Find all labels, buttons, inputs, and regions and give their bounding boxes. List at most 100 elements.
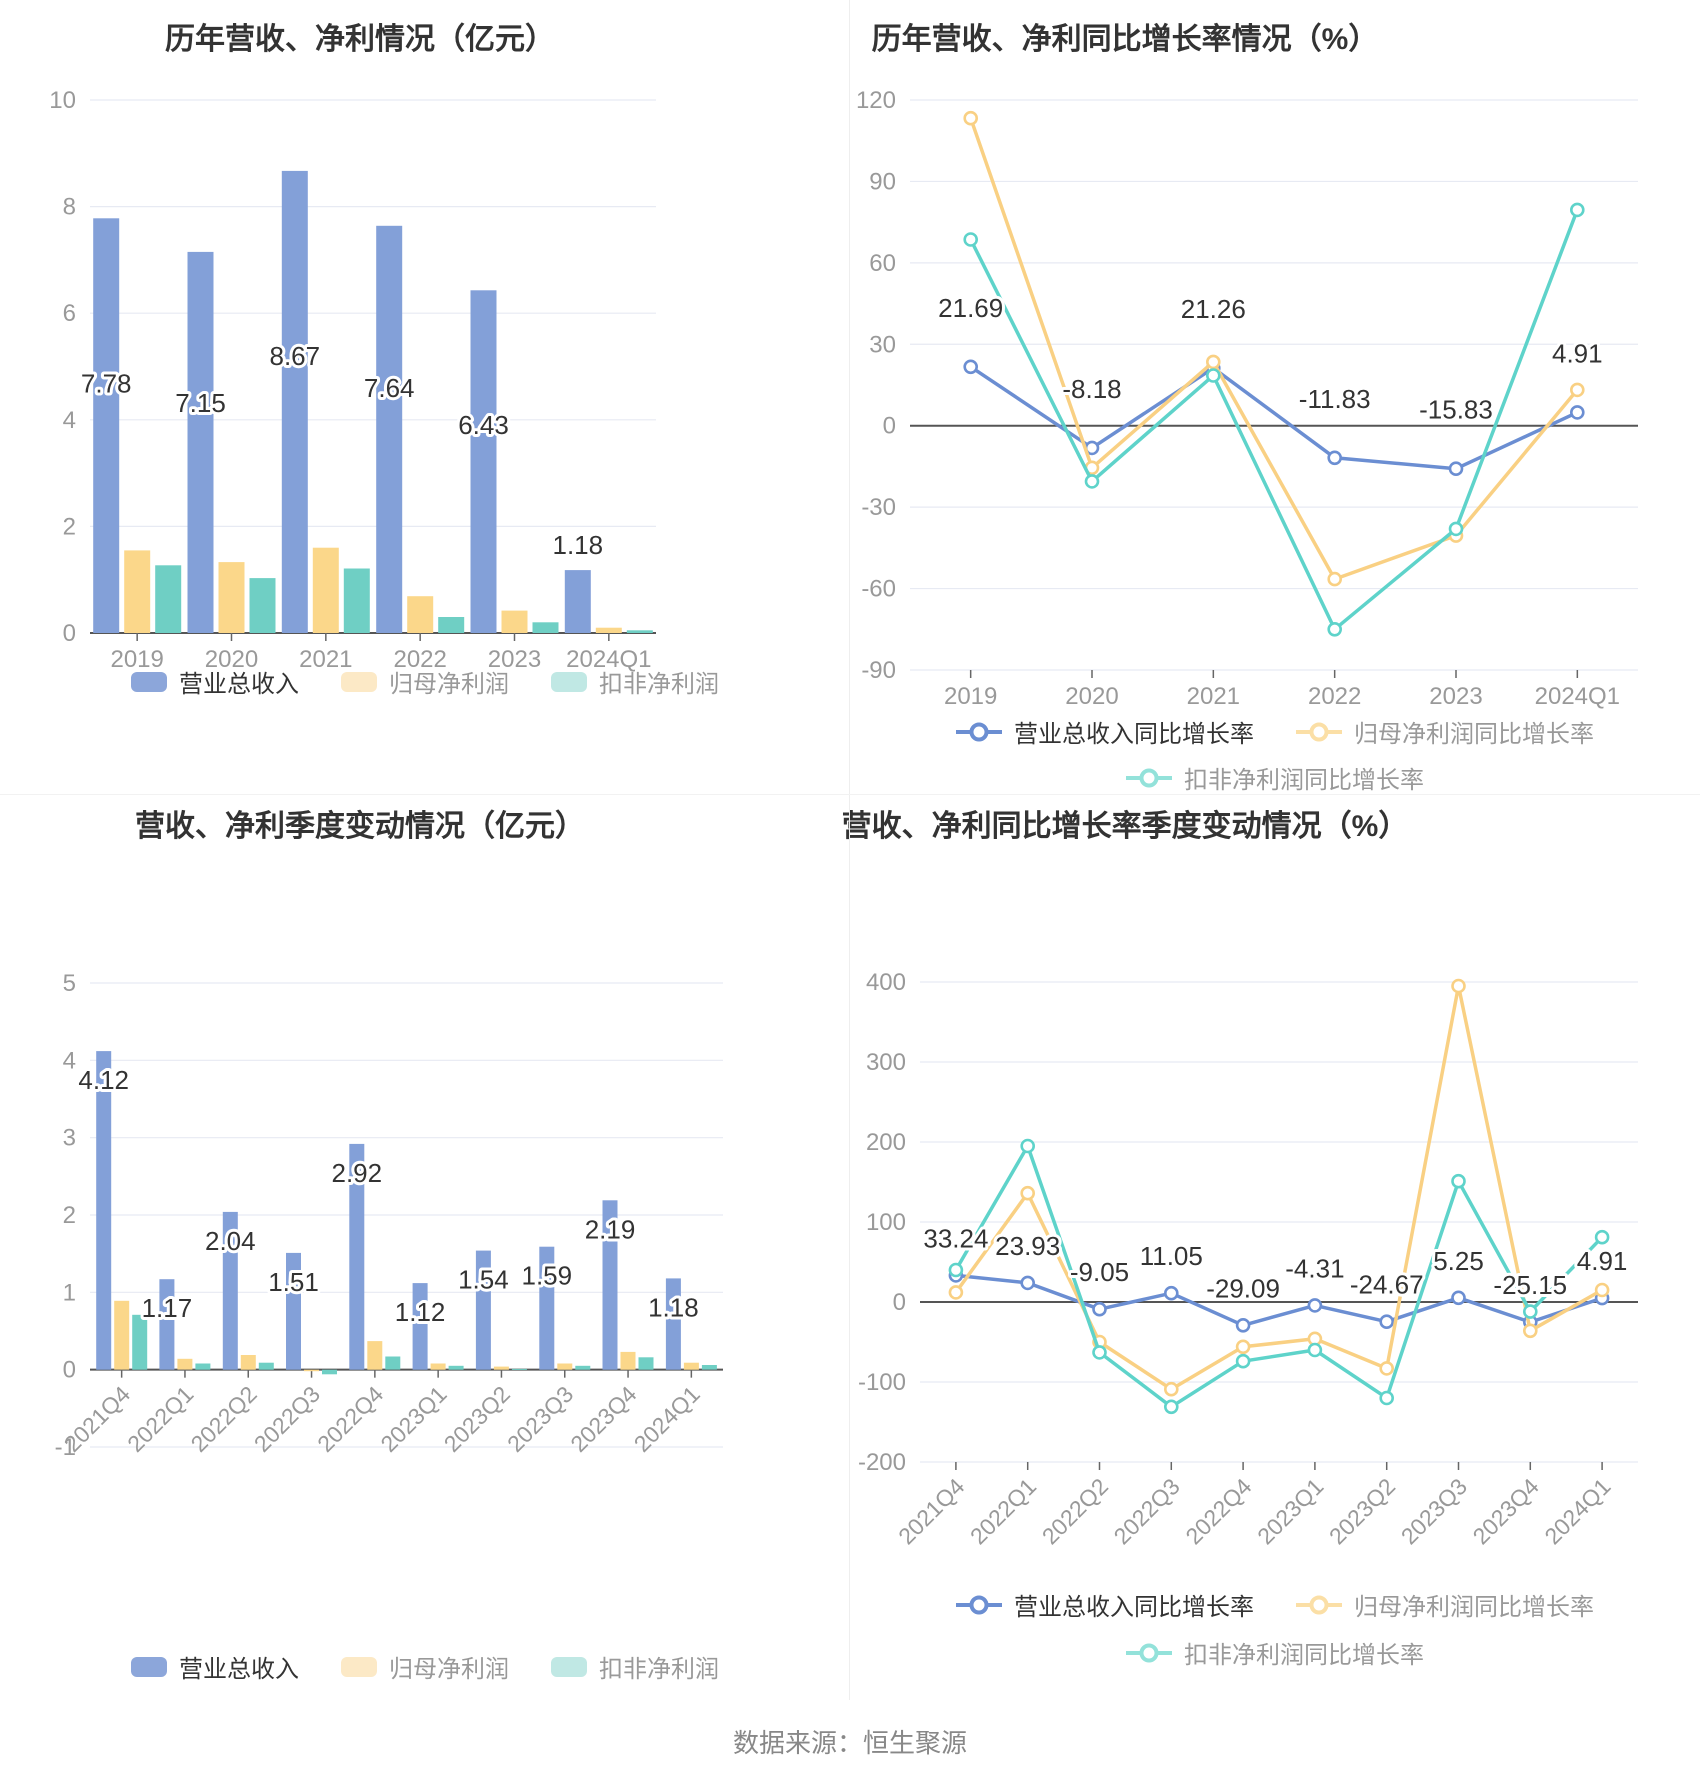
svg-text:2023Q1: 2023Q1 [375,1381,451,1457]
svg-text:2022Q4: 2022Q4 [312,1381,388,1457]
line-series-1[interactable] [963,110,1585,587]
svg-text:2021: 2021 [1187,683,1240,710]
svg-text:7.78: 7.78 [81,369,132,399]
svg-text:1: 1 [63,1279,76,1306]
data-labels: 4.12 1.17 2.04 1.51 2.92 1.12 1.54 1.59 2.19 1.18 [75,1062,701,1330]
svg-text:30: 30 [869,331,896,358]
svg-text:2023Q2: 2023Q2 [1324,1473,1400,1549]
quarterly-growth-chart: 营收、净利同比增长率季度变动情况（%） -200 -100 0 100 200 300 40… [842,795,1700,1700]
data-labels: 21.69 -8.18 21.26 -11.83 -15.83 4.91 [935,290,1605,428]
legend-item-2[interactable]: 扣非净利润 [551,1649,719,1684]
quarterly-growth-plot: -200-10001002003004002021Q42022Q12022Q22… [858,969,1638,1549]
svg-text:2023Q4: 2023Q4 [565,1381,641,1457]
legend-line-icon [1126,768,1172,787]
legend-line-icon [1126,1643,1172,1662]
svg-text:-11.83: -11.83 [1299,384,1371,414]
annual-growth-legend-row2: 扣非净利润同比增长率 [850,760,1700,795]
svg-text:2022: 2022 [1308,683,1361,710]
svg-text:100: 100 [866,1209,906,1236]
svg-text:200: 200 [866,1129,906,1156]
line-series-2[interactable] [963,202,1585,637]
svg-text:4: 4 [63,407,76,434]
legend-item-0[interactable]: 营业总收入 [131,664,299,699]
svg-text:5: 5 [63,970,76,997]
annual-growth-chart-title: 历年营收、净利同比增长率情况（%） [871,23,1379,56]
legend-label: 营业总收入 [179,671,299,698]
line-series-2[interactable] [948,1138,1610,1415]
data-labels: 7.78 7.15 8.67 7.64 6.43 1.18 [78,338,606,563]
x-axis-labels: 2021Q42022Q12022Q22022Q32022Q42023Q12023… [59,1369,705,1457]
column-divider [849,0,850,1700]
legend-item-1[interactable]: 归母净利润 [341,664,509,699]
svg-text:0: 0 [63,1357,76,1384]
legend-label: 扣非净利润 [599,671,719,698]
svg-text:21.26: 21.26 [1181,294,1246,324]
svg-text:7.15: 7.15 [175,388,226,418]
legend-label: 营业总收入同比增长率 [1014,1594,1254,1621]
quarterly-growth-legend-row2: 扣非净利润同比增长率 [850,1635,1700,1670]
legend-swatch-icon [131,1656,167,1677]
svg-text:-4.31: -4.31 [1285,1253,1344,1283]
legend-item-2[interactable]: 扣非净利润同比增长率 [1126,760,1424,795]
bar-series-0[interactable] [96,1051,681,1370]
legend-item-2[interactable]: 扣非净利润 [551,664,719,699]
svg-text:21.69: 21.69 [938,293,1003,323]
svg-text:2022Q2: 2022Q2 [186,1381,262,1457]
bar-series-2[interactable] [132,1314,717,1375]
svg-text:2019: 2019 [944,683,997,710]
svg-text:2024Q1: 2024Q1 [1535,683,1620,710]
quarterly-growth-legend-row1: 营业总收入同比增长率 归母净利润同比增长率 [850,1587,1700,1622]
svg-text:2021Q4: 2021Q4 [893,1473,969,1549]
annual-amounts-chart: 历年营收、净利情况（亿元） 0 2 4 6 8 10 2019 2020 2021 2022 202… [0,0,850,795]
svg-text:2023: 2023 [488,646,541,673]
legend-item-0[interactable]: 营业总收入同比增长率 [956,1587,1254,1622]
quarterly-amounts-chart-title: 营收、净利季度变动情况（亿元） [135,810,585,843]
bar-series-0[interactable] [93,170,591,634]
svg-text:8.67: 8.67 [269,341,320,371]
svg-text:-24.67: -24.67 [1350,1270,1424,1300]
svg-text:2022Q1: 2022Q1 [122,1381,198,1457]
legend-item-1[interactable]: 归母净利润同比增长率 [1296,1587,1594,1622]
legend-label: 归母净利润同比增长率 [1354,1594,1594,1621]
svg-text:2022Q4: 2022Q4 [1180,1473,1256,1549]
svg-text:3: 3 [63,1125,76,1152]
legend-label: 营业总收入同比增长率 [1014,721,1254,748]
svg-text:120: 120 [856,87,896,114]
svg-text:2023Q2: 2023Q2 [439,1381,515,1457]
legend-label: 归母净利润同比增长率 [1354,721,1594,748]
legend-swatch-icon [341,1656,377,1677]
legend-item-0[interactable]: 营业总收入同比增长率 [956,714,1254,749]
legend-label: 扣非净利润 [599,1656,719,1683]
svg-text:0: 0 [883,413,896,440]
svg-text:-100: -100 [858,1369,906,1396]
quarterly-amounts-chart: 营收、净利季度变动情况（亿元） -1 0 1 2 3 4 5 2021Q4 2022Q1 2022… [0,795,850,1700]
bar-series-1[interactable] [124,547,622,633]
svg-text:1.12: 1.12 [395,1297,446,1327]
gridlines: 0 2 4 6 8 10 [49,87,656,647]
svg-text:2021: 2021 [299,646,352,673]
svg-text:11.05: 11.05 [1140,1241,1203,1271]
data-source-note: 数据来源：恒生聚源 [732,1727,967,1758]
svg-text:2023: 2023 [1429,683,1482,710]
bar-series-2[interactable] [155,565,653,633]
svg-text:1.59: 1.59 [521,1261,572,1291]
legend-item-1[interactable]: 归母净利润同比增长率 [1296,714,1594,749]
svg-text:4: 4 [63,1047,76,1074]
line-series-1[interactable] [948,978,1610,1397]
svg-text:2.19: 2.19 [585,1214,636,1244]
legend-swatch-icon [131,671,167,692]
legend-swatch-icon [551,1656,587,1677]
legend-line-icon [956,722,1002,741]
legend-label: 归母净利润 [389,671,509,698]
legend-item-2[interactable]: 扣非净利润同比增长率 [1126,1635,1424,1670]
bar-series-1[interactable] [114,1300,699,1372]
svg-text:6: 6 [63,300,76,327]
legend-label: 营业总收入 [179,1656,299,1683]
legend-label: 扣非净利润同比增长率 [1184,767,1424,794]
legend-item-0[interactable]: 营业总收入 [131,1649,299,1684]
x-axis-labels: 2019 2020 2021 2022 2023 2024Q1 [944,670,1620,710]
legend-line-icon [1296,1595,1342,1614]
svg-text:2024Q1: 2024Q1 [629,1381,705,1457]
svg-text:-25.15: -25.15 [1493,1270,1567,1300]
legend-item-1[interactable]: 归母净利润 [341,1649,509,1684]
